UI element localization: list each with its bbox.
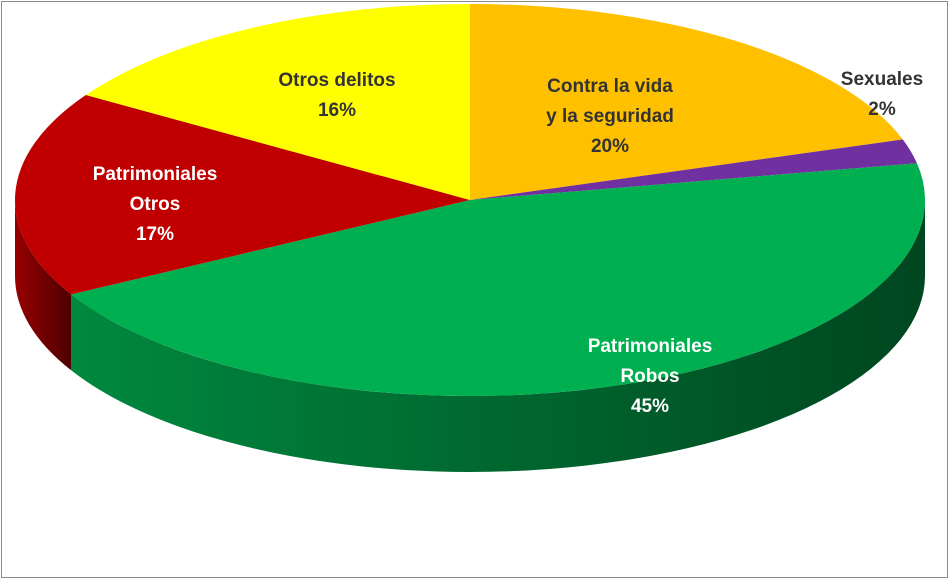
pie-slice (15, 94, 470, 295)
value-label: 45% (631, 396, 669, 417)
category-label: Otros delitos (278, 70, 395, 91)
pie-side (71, 200, 926, 472)
category-label: Sexuales (841, 69, 923, 90)
pie-slice (85, 4, 470, 200)
pie-slice (470, 139, 917, 200)
value-label: 17% (136, 224, 174, 245)
pie-slice (470, 4, 903, 200)
value-label: 20% (591, 136, 629, 157)
pie-sides (15, 200, 926, 472)
category-label: Patrimoniales Otros (93, 164, 218, 215)
value-label: 2% (868, 99, 896, 120)
labels: Contra la vida y la seguridad 20% Sexuales 2… (93, 69, 924, 417)
pie-tops (15, 4, 926, 396)
category-label: Contra la vida y la seguridad (546, 76, 674, 127)
pie-side (15, 200, 72, 371)
pie-slice (71, 163, 926, 396)
value-label: 16% (318, 100, 356, 121)
category-label: Patrimoniales Robos (588, 336, 713, 387)
